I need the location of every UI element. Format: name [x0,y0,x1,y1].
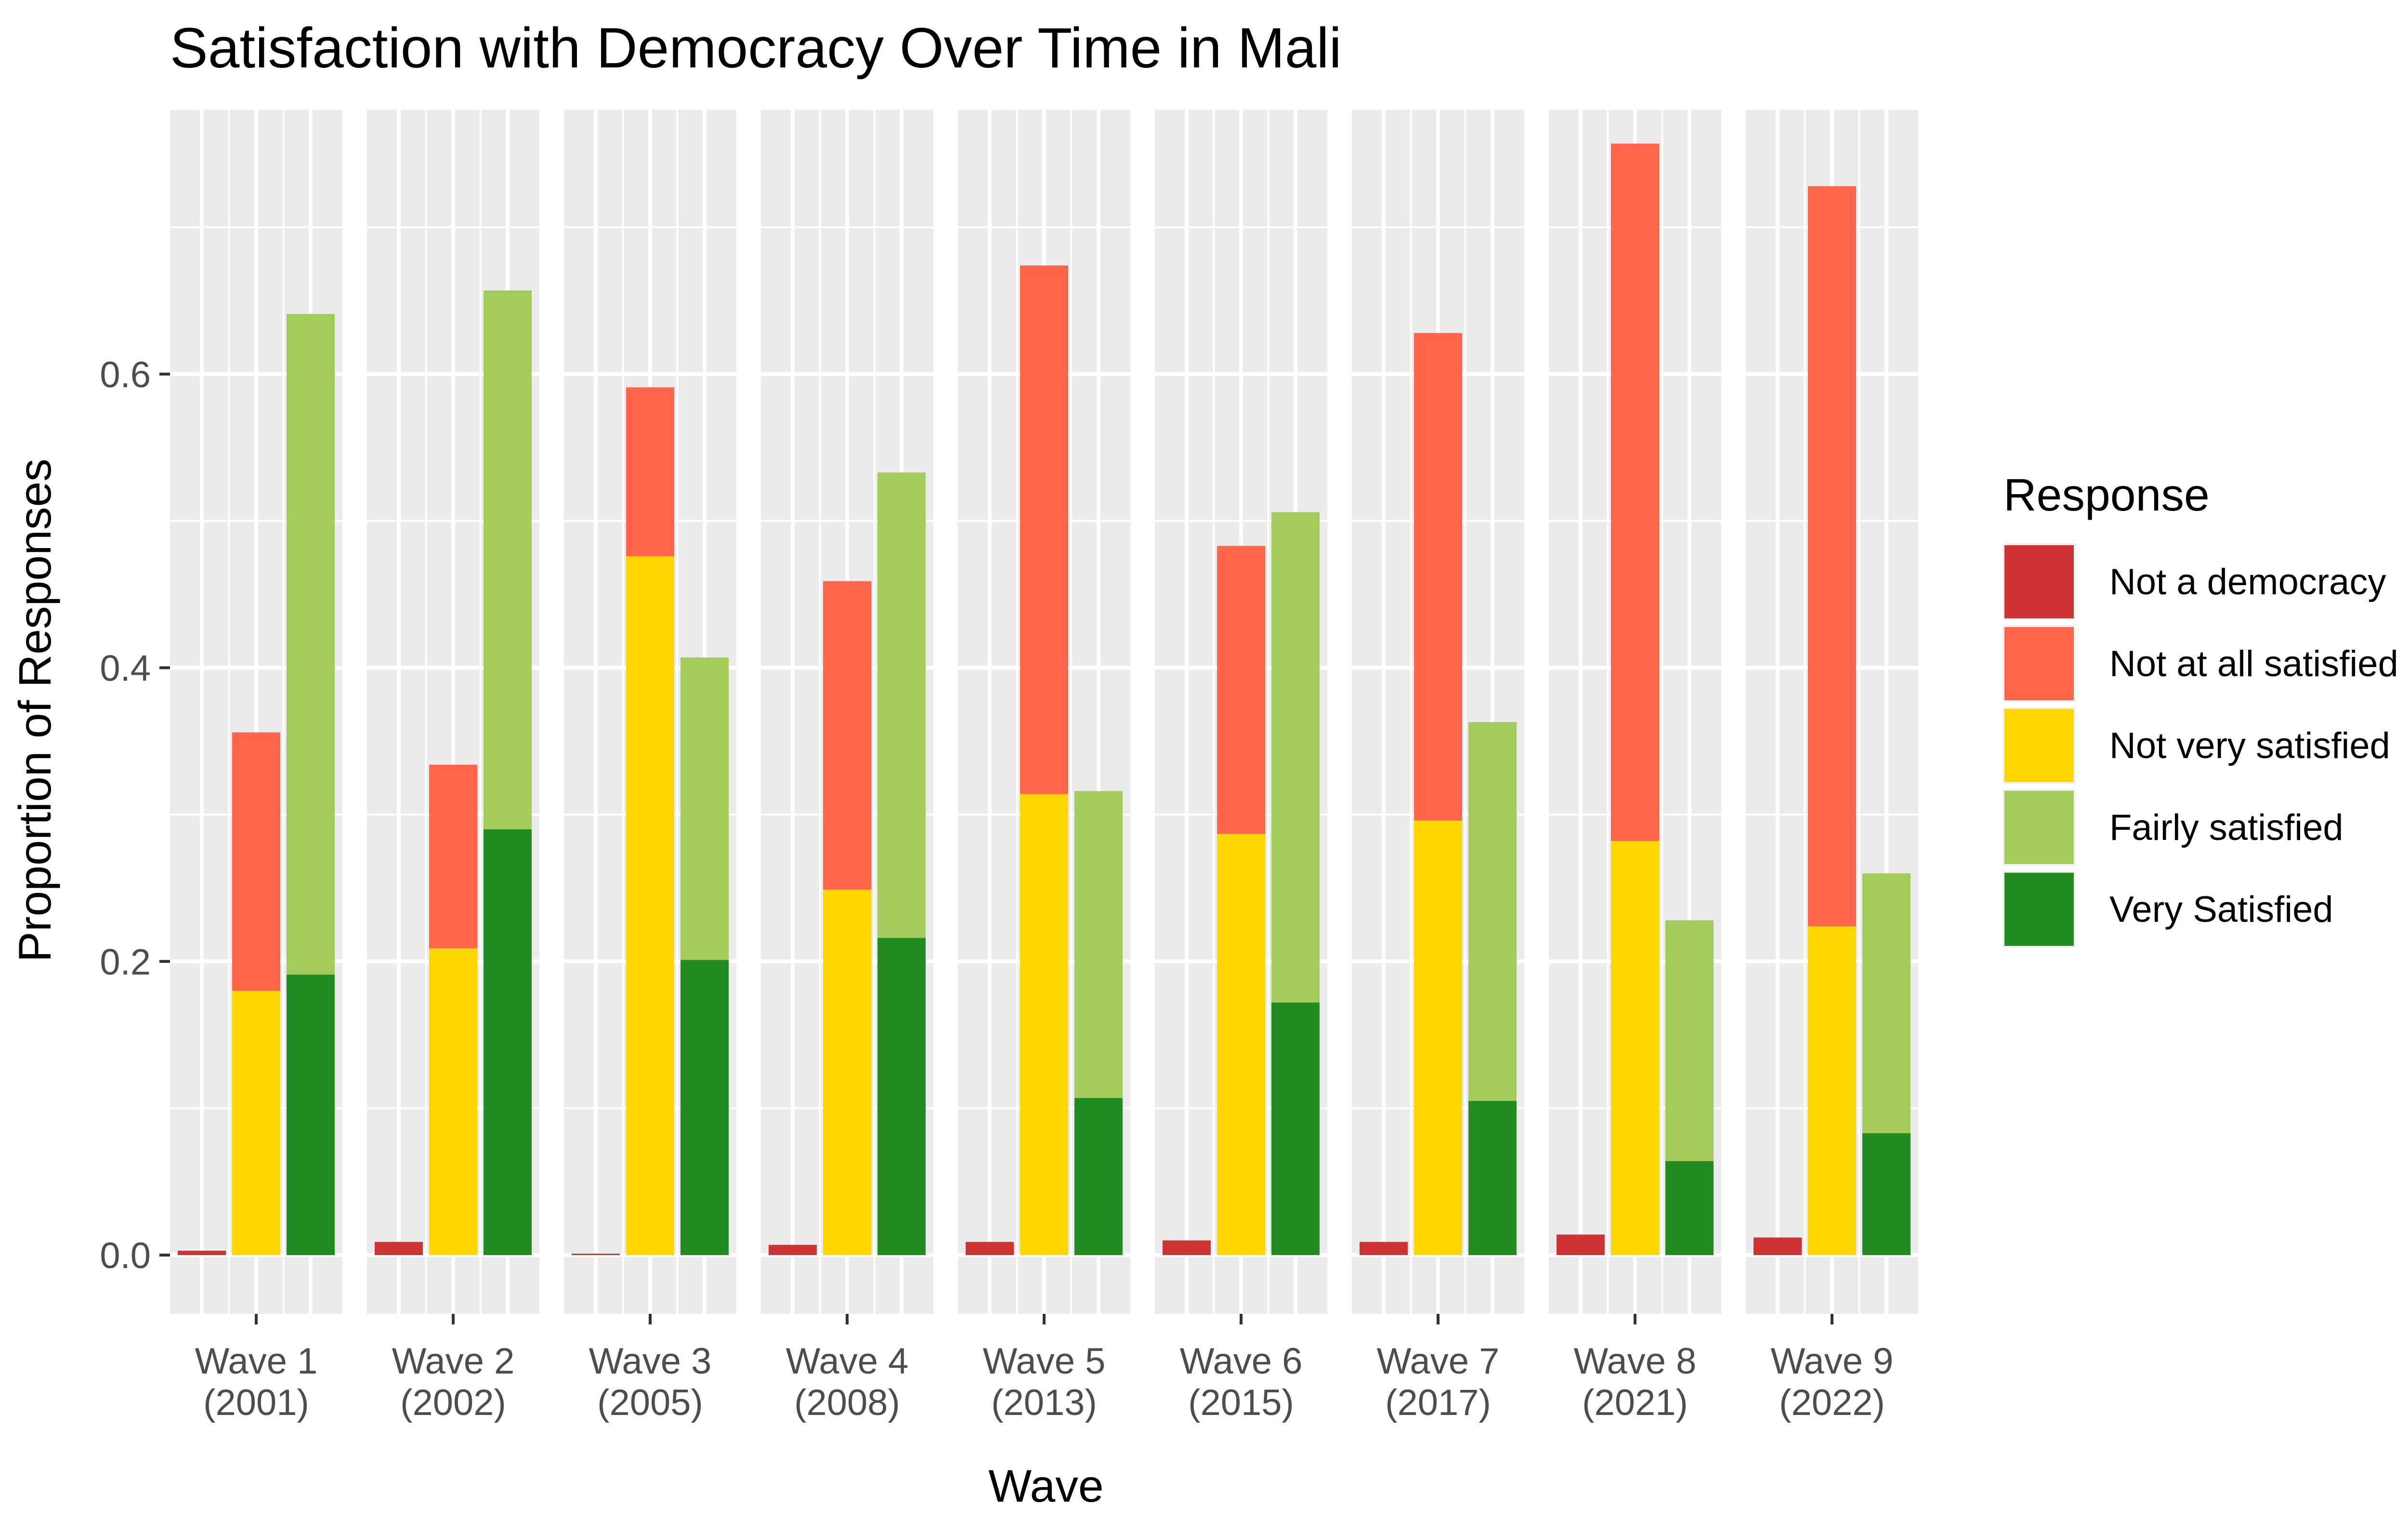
legend-label: Not very satisfied [2109,725,2390,766]
x-axis-facet-labels: Wave 1(2001) Wave 2(2002) Wave 3(2005) Wave… [195,1314,1894,1423]
y-tick-label: 0.6 [100,354,151,395]
legend-label: Not at all satisfied [2109,643,2398,684]
bar-not-very-satisfied [1611,841,1659,1256]
x-tick-label: Wave 2 [392,1341,515,1382]
bar-very-satisfied [1271,1002,1320,1256]
bar-not-a-democracy [178,1250,226,1256]
facet-panel [1746,110,1918,1314]
facet-panel [1352,110,1524,1314]
legend-swatch [2004,627,2074,700]
x-tick-label: (2008) [794,1382,900,1423]
x-tick-label: Wave 1 [195,1341,318,1382]
bar-not-very-satisfied [1414,820,1462,1256]
legend-label: Not a democracy [2109,562,2386,602]
legend-title: Response [2003,470,2210,521]
facet-panel [367,110,539,1314]
bar-not-a-democracy [1163,1240,1211,1256]
x-tick-label: (2002) [400,1382,506,1423]
bar-not-very-satisfied [1217,834,1265,1256]
bar-not-a-democracy [1557,1234,1605,1256]
legend-swatch [2004,709,2074,782]
facet-panel [1155,110,1327,1314]
x-tick-label: (2015) [1188,1382,1294,1423]
y-axis-title: Proportion of Responses [10,458,61,962]
bar-not-very-satisfied [823,889,871,1256]
y-tick-label: 0.2 [100,942,151,982]
x-tick-label: Wave 6 [1180,1341,1303,1382]
x-tick-label: (2001) [203,1382,309,1423]
x-tick-label: Wave 5 [983,1341,1106,1382]
bar-not-a-democracy [1360,1242,1408,1256]
bar-not-very-satisfied [1020,794,1068,1256]
bar-not-a-democracy [966,1242,1014,1256]
y-tick-label: 0.4 [100,648,151,689]
x-tick-label: (2013) [991,1382,1097,1423]
facet-panels [170,110,1918,1314]
x-tick-label: Wave 8 [1574,1341,1697,1382]
y-tick-label: 0.0 [100,1235,151,1276]
bar-very-satisfied [1468,1100,1517,1256]
bar-very-satisfied [1074,1098,1123,1256]
bar-not-very-satisfied [626,556,674,1256]
chart-title: Satisfaction with Democracy Over Time in… [170,16,1342,80]
bar-very-satisfied [287,974,335,1256]
bar-not-very-satisfied [232,991,280,1256]
legend-swatch [2004,873,2074,946]
bar-very-satisfied [1665,1161,1714,1256]
x-axis-title: Wave [988,1461,1103,1512]
legend-item: Not a democracy [2002,543,2386,620]
bar-very-satisfied [1862,1133,1911,1256]
y-axis: 0.0 0.2 0.4 0.6 [100,354,170,1276]
x-tick-label: Wave 4 [786,1341,909,1382]
bar-very-satisfied [484,829,532,1256]
legend-item: Not very satisfied [2002,707,2390,784]
facet-panel [1549,110,1721,1314]
bar-not-very-satisfied [1808,926,1856,1256]
legend-label: Very Satisfied [2109,889,2333,930]
legend-label: Fairly satisfied [2109,807,2343,848]
bar-not-a-democracy [572,1254,620,1256]
x-tick-label: (2021) [1582,1382,1688,1423]
x-tick-label: (2017) [1385,1382,1491,1423]
x-tick-label: Wave 7 [1377,1341,1500,1382]
x-tick-label: Wave 3 [589,1341,712,1382]
facet-panel [170,110,342,1314]
bar-not-a-democracy [1754,1237,1802,1256]
legend: Response Not a democracy Not at all satis… [2002,470,2398,948]
facet-panel [761,110,933,1314]
legend-item: Fairly satisfied [2002,789,2343,866]
facet-panel [564,110,736,1314]
legend-item: Very Satisfied [2002,871,2333,948]
legend-swatch [2004,545,2074,618]
x-tick-label: (2022) [1779,1382,1885,1423]
legend-swatch [2004,791,2074,864]
bar-not-a-democracy [769,1244,817,1256]
bar-not-a-democracy [375,1242,423,1256]
facet-panel [958,110,1130,1314]
x-tick-label: (2005) [597,1382,703,1423]
legend-item: Not at all satisfied [2002,625,2398,702]
bar-not-very-satisfied [429,948,477,1256]
bar-very-satisfied [877,938,926,1256]
x-tick-label: Wave 9 [1771,1341,1894,1382]
bar-very-satisfied [681,960,729,1256]
